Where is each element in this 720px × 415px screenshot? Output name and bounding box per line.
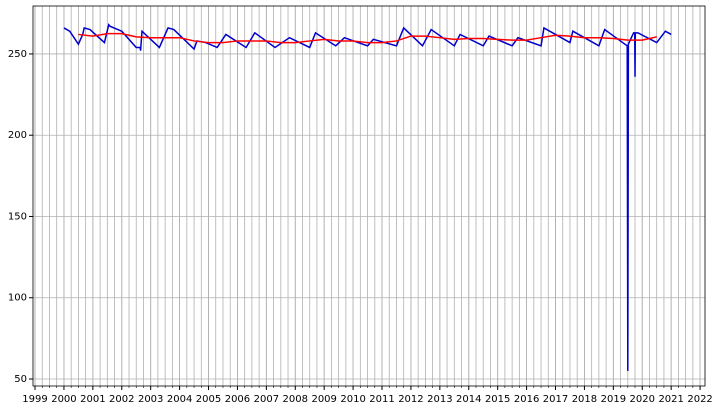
x-tick-label: 2018 <box>572 394 597 405</box>
x-tick-label: 2015 <box>485 394 510 405</box>
x-tick-label: 2005 <box>196 394 221 405</box>
x-tick-label: 2017 <box>543 394 568 405</box>
x-tick-label: 2008 <box>283 394 308 405</box>
y-tick-label: 200 <box>8 130 27 141</box>
x-tick-label: 2002 <box>109 394 134 405</box>
x-tick-label: 2019 <box>601 394 626 405</box>
x-tick-label: 2003 <box>138 394 163 405</box>
x-tick-label: 2006 <box>225 394 250 405</box>
y-tick-label: 150 <box>8 211 27 222</box>
x-tick-label: 2016 <box>514 394 539 405</box>
x-tick-label: 2014 <box>456 394 481 405</box>
x-tick-label: 2012 <box>398 394 423 405</box>
x-tick-label: 2000 <box>51 394 76 405</box>
x-tick-label: 2021 <box>658 394 683 405</box>
x-tick-label: 2022 <box>687 394 712 405</box>
x-tick-label: 2001 <box>80 394 105 405</box>
x-tick-label: 2007 <box>254 394 279 405</box>
x-tick-label: 2010 <box>340 394 365 405</box>
y-tick-label: 250 <box>8 49 27 60</box>
x-tick-label: 2004 <box>167 394 192 405</box>
y-tick-label: 100 <box>8 293 27 304</box>
plot-frame <box>32 5 706 387</box>
x-tick-label: 2020 <box>630 394 655 405</box>
x-tick-label: 2013 <box>427 394 452 405</box>
x-tick-label: 2011 <box>369 394 394 405</box>
x-tick-label: 1999 <box>22 394 47 405</box>
y-tick-label: 50 <box>14 374 27 385</box>
x-tick-label: 2009 <box>311 394 336 405</box>
line <box>78 32 657 44</box>
